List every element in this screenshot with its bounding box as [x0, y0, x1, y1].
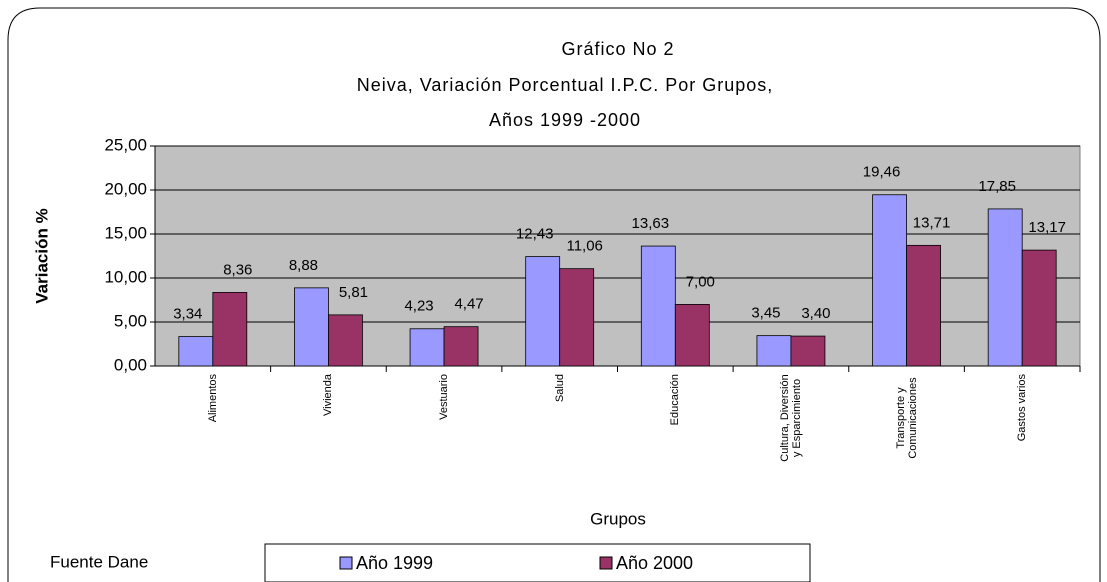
chart-title: Años 1999 -2000: [489, 110, 641, 130]
y-axis-label: Variación %: [32, 208, 51, 303]
bar: [1021, 249, 1057, 367]
x-tick-label: Transporte y Comunicaciones: [894, 377, 919, 459]
legend-swatch: [599, 556, 613, 570]
bar: [790, 335, 826, 367]
bar: [906, 244, 941, 367]
y-tick-label: 25,00: [104, 135, 147, 154]
bar: [443, 326, 479, 367]
data-label: 4,23: [404, 298, 433, 315]
bar: [640, 245, 676, 367]
bar: [294, 287, 329, 367]
chart-border: [7, 7, 1101, 582]
chart-title: Neiva, Variación Porcentual I.P.C. Por G…: [357, 75, 774, 95]
bar: [559, 268, 595, 367]
x-tick-label: Educación: [669, 374, 682, 426]
chart-title: Gráfico No 2: [561, 39, 674, 59]
data-label: 13,63: [632, 215, 670, 232]
bar: [756, 335, 792, 367]
y-tick-label: 20,00: [104, 179, 147, 198]
y-tick-label: 5,00: [114, 311, 147, 330]
data-label: 12,43: [516, 226, 554, 243]
bar: [872, 194, 907, 367]
legend-label: Año 1999: [356, 553, 433, 573]
data-label: 11,06: [566, 238, 602, 255]
legend-swatch: [339, 556, 353, 570]
bar: [409, 328, 445, 367]
x-axis-label: Grupos: [590, 509, 646, 528]
data-label: 13,71: [913, 214, 951, 231]
bar: [178, 336, 214, 367]
data-label: 19,46: [863, 164, 901, 181]
data-label: 3,40: [801, 305, 830, 322]
bar: [987, 208, 1023, 367]
data-label: 3,45: [751, 305, 780, 322]
x-tick-label: Alimentos: [206, 374, 219, 423]
y-tick-label: 10,00: [104, 267, 147, 286]
y-tick-label: 0,00: [114, 355, 147, 374]
data-label: 8,36: [223, 261, 252, 278]
bar: [674, 303, 710, 367]
data-label: 4,47: [454, 296, 483, 313]
x-tick-label: Vestuario: [438, 374, 451, 420]
data-label: 8,88: [289, 257, 318, 274]
data-label: 5,81: [339, 284, 368, 301]
data-label: 17,85: [978, 178, 1016, 195]
bar: [328, 314, 363, 367]
x-tick-label: Gastos varios: [1016, 374, 1029, 442]
data-label: 3,34: [173, 306, 202, 323]
legend: [264, 543, 811, 582]
data-label: 7,00: [686, 273, 715, 290]
bar: [525, 256, 561, 367]
legend-label: Año 2000: [616, 553, 693, 573]
source-note: Fuente Dane: [50, 552, 148, 571]
data-label: 13,17: [1028, 219, 1066, 236]
x-tick-label: Cultura, Diversión y Esparcimiento: [778, 374, 803, 462]
x-tick-label: Vivienda: [322, 374, 335, 416]
y-tick-label: 15,00: [104, 223, 147, 242]
bar: [212, 292, 248, 367]
x-tick-label: Salud: [553, 374, 566, 403]
